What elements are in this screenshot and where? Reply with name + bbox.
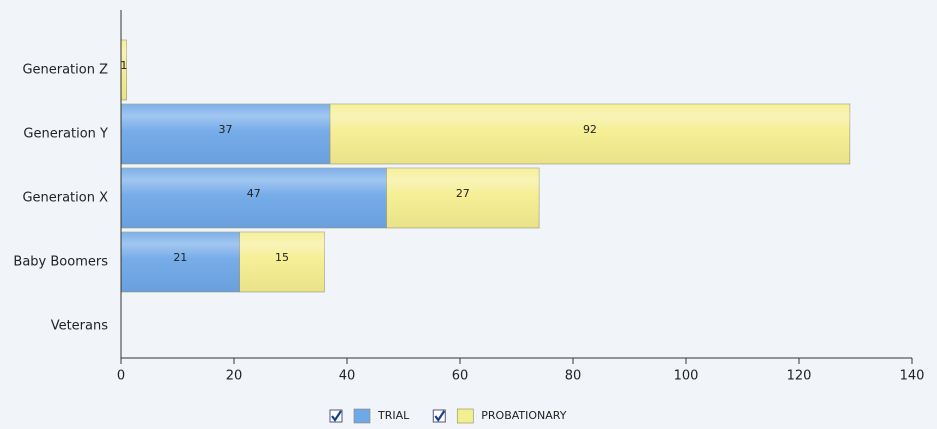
x-tick-label: 0 <box>117 369 125 384</box>
x-tick-label: 20 <box>226 369 243 384</box>
y-tick-label: Generation Z <box>22 63 108 78</box>
y-tick-label: Veterans <box>51 319 109 334</box>
x-tick-label: 100 <box>674 369 699 384</box>
y-tick-label: Generation Y <box>23 127 108 142</box>
bar-shine <box>239 232 325 292</box>
x-tick-label: 80 <box>565 369 582 384</box>
y-tick-label: Generation X <box>22 191 108 206</box>
data-label: 27 <box>456 187 470 200</box>
data-label: 37 <box>219 123 233 136</box>
legend-label: PROBATIONARY <box>481 409 566 422</box>
data-label: 21 <box>173 251 187 264</box>
bar-shine <box>386 168 540 228</box>
data-label: 15 <box>275 251 289 264</box>
bar-shine <box>121 232 240 292</box>
legend-swatch <box>353 408 371 424</box>
x-tick-label: 40 <box>339 369 356 384</box>
bar-shine <box>121 40 127 100</box>
data-label: 47 <box>247 187 261 200</box>
x-tick-label: 60 <box>452 369 469 384</box>
y-tick-label: Baby Boomers <box>13 255 108 270</box>
data-label: 92 <box>583 123 597 136</box>
legend-check[interactable] <box>331 410 342 422</box>
x-tick-label: 140 <box>900 369 925 384</box>
bar-shine <box>121 168 387 228</box>
x-tick-label: 120 <box>787 369 812 384</box>
bar-shine <box>330 104 850 164</box>
data-label: 1 <box>120 59 127 72</box>
legend-swatch <box>456 408 474 424</box>
bar-shine <box>121 104 331 164</box>
legend-check[interactable] <box>434 410 446 422</box>
legend-label: TRIAL <box>377 409 410 422</box>
